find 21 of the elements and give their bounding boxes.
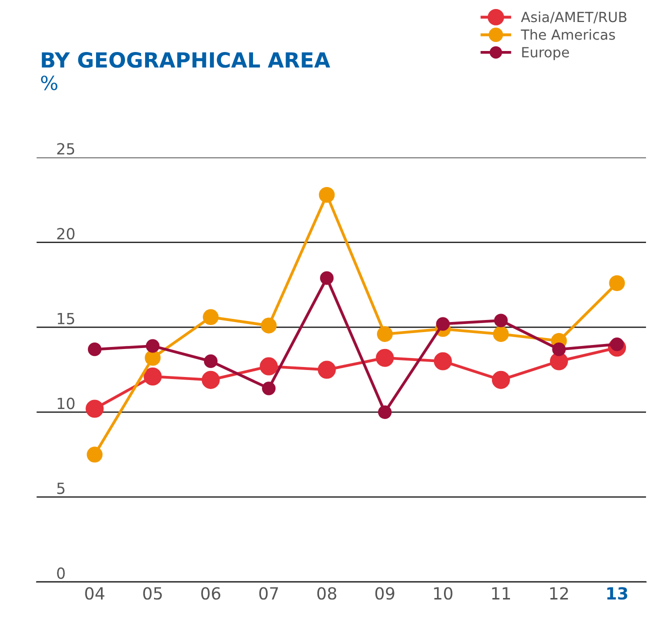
x-tick-label: 13 [607,587,628,600]
legend-label: The Americas [520,29,615,40]
x-tick-label: 04 [85,587,104,600]
y-tick-label: 25 [57,143,74,155]
legend-label: Asia/AMET/RUB [520,12,626,24]
y-tick-label: 10 [58,398,74,410]
x-tick-label: 05 [143,587,162,600]
chart-title: BY GEOGRAPHICAL AREA [42,52,330,68]
x-tick-label: 11 [492,587,510,600]
x-tick-label: 06 [201,587,220,600]
legend-label: Europe [522,47,569,60]
x-tick-label: 08 [317,587,336,600]
x-tick-label: 10 [434,587,452,600]
y-tick-label: 0 [57,567,65,579]
x-tick-label: 09 [375,587,394,600]
x-tick-label: 12 [550,587,568,600]
y-tick-label: 15 [58,312,74,324]
x-tick-label: 07 [259,587,278,600]
y-tick-label: 5 [57,482,64,494]
y-axis-title: % [41,76,58,90]
y-tick-label: 20 [57,228,74,240]
